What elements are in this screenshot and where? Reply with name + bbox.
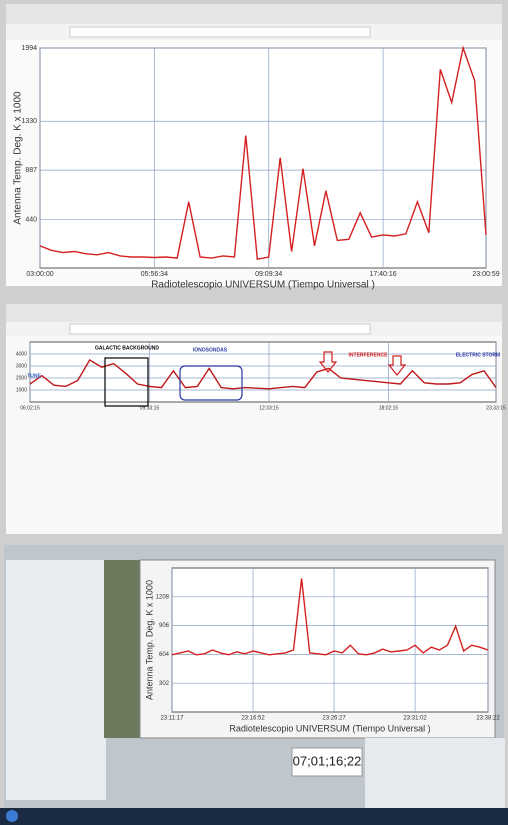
y-tick-label: 440: [25, 216, 37, 223]
start-button[interactable]: [6, 810, 18, 822]
annotation: TUNE: [27, 373, 41, 379]
x-axis-label: Radiotelescopio UNIVERSUM (Tiempo Univer…: [151, 280, 375, 291]
x-tick-label: 03:00:00: [26, 271, 53, 278]
y-tick-label: 3000: [16, 363, 27, 369]
clock-box: [291, 747, 363, 777]
url-field[interactable]: [69, 26, 371, 38]
x-tick-label: 23:16:52: [241, 716, 265, 722]
toolbar-window: [104, 560, 140, 738]
x-tick-label: 23:00:59: [472, 271, 499, 278]
y-tick-label: 302: [159, 681, 170, 687]
y-tick-label: 604: [159, 652, 170, 658]
data-line: [171, 578, 489, 656]
x-tick-label: 18:02:15: [379, 405, 399, 411]
settings-panel: [365, 738, 505, 808]
y-tick-label: 1208: [156, 594, 170, 600]
y-tick-label: 2000: [16, 375, 27, 381]
x-tick-label: 23:38:22: [476, 716, 500, 722]
x-tick-label: 23:26:27: [322, 716, 346, 722]
y-tick-label: 906: [159, 623, 170, 629]
y-axis-label: Antenna Temp. Deg. K x 1000: [144, 580, 154, 700]
x-tick-label: 17:40:16: [369, 271, 396, 278]
data-line: [29, 359, 497, 390]
tab-bar: [6, 4, 502, 24]
plot-area: [29, 341, 497, 403]
x-tick-label: 05:56:34: [141, 271, 168, 278]
x-tick-label: 06:02:15: [20, 405, 40, 411]
highlight-box: [104, 357, 149, 407]
x-tick-label: 23:31:02: [403, 716, 427, 722]
arrow: [387, 355, 407, 376]
y-tick-label: 1330: [21, 118, 37, 125]
x-tick-label: 09:33:15: [140, 405, 160, 411]
y-axis-label: Antenna Temp. Deg. K x 1000: [13, 91, 24, 225]
browser-window: [6, 304, 502, 534]
y-tick-label: 1000: [16, 387, 27, 393]
y-tick-label: 1994: [21, 45, 37, 52]
highlight-box: [179, 365, 243, 401]
url-field[interactable]: [69, 323, 371, 335]
data-line: [39, 45, 487, 261]
arrow: [318, 351, 338, 373]
x-tick-label: 23:33:15: [486, 405, 506, 411]
plot-area: [171, 567, 489, 713]
annotation: GALACTIC BACKGROUND: [95, 345, 159, 351]
plot-area: [39, 47, 487, 269]
annotation: IONOSONDAS: [193, 347, 228, 353]
x-axis-label: Radiotelescopio UNIVERSUM (Tiempo Univer…: [229, 723, 430, 733]
y-tick-label: 887: [25, 167, 37, 174]
side-window: [6, 560, 106, 800]
x-tick-label: 23:11:17: [161, 716, 185, 722]
annotation: ELECTRIC STORM: [456, 352, 500, 358]
clock: 07;01;16;22: [293, 753, 362, 768]
x-tick-label: 09:09:34: [255, 271, 282, 278]
tab-bar: [6, 304, 502, 322]
annotation: INTERFERENCE: [349, 352, 389, 358]
x-tick-label: 12:33:15: [259, 405, 279, 411]
y-tick-label: 4000: [16, 351, 27, 357]
taskbar: [0, 808, 508, 825]
